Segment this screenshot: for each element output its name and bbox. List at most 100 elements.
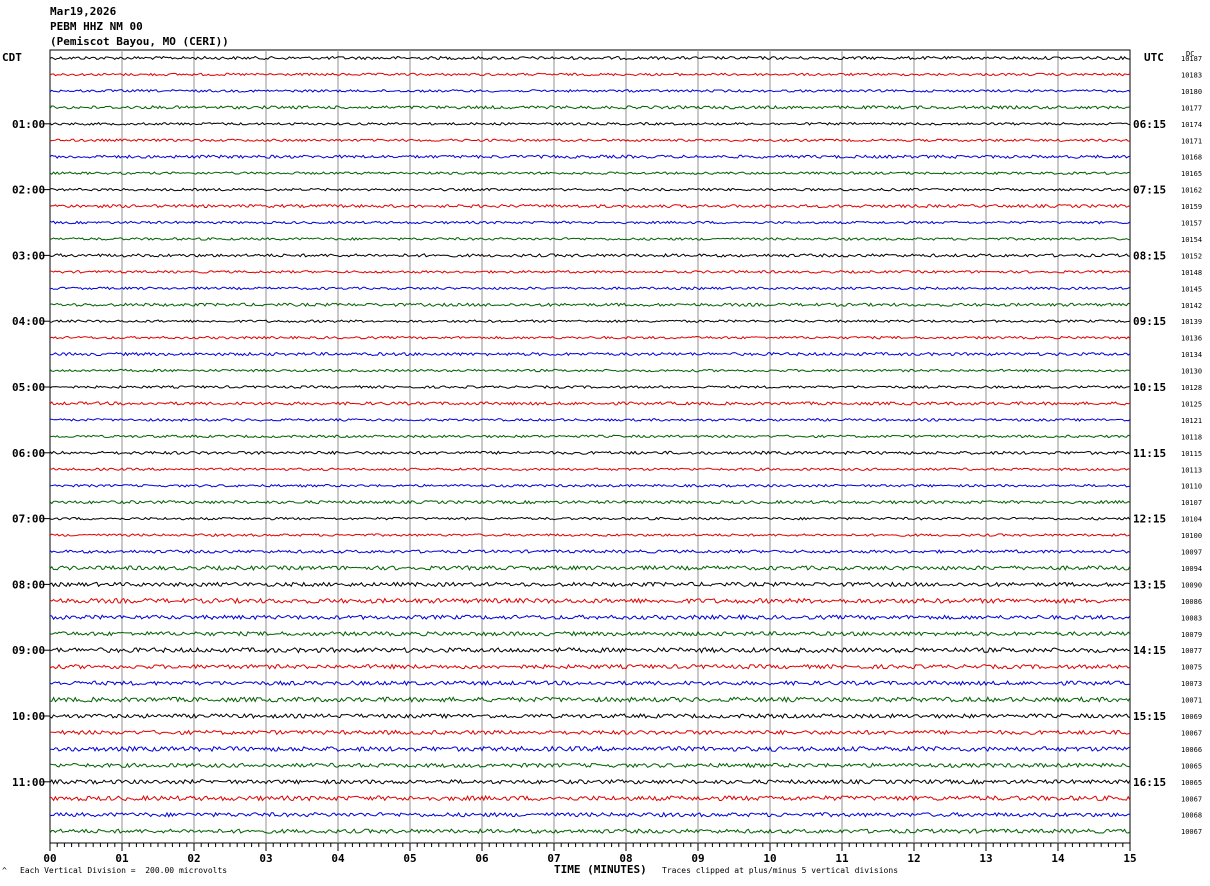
dc-offset-label: 10066 [1181, 746, 1202, 754]
x-tick-label: 14 [1051, 852, 1065, 865]
left-timezone-label: CDT [2, 51, 22, 64]
seismic-trace [49, 533, 1131, 537]
seismic-trace [49, 434, 1131, 439]
seismic-trace [49, 72, 1131, 77]
seismic-trace [49, 138, 1131, 143]
dc-offset-label: 10177 [1181, 104, 1202, 112]
seismic-trace [49, 105, 1131, 110]
left-hour-label: 03:00 [12, 249, 45, 262]
x-tick-label: 00 [43, 852, 56, 865]
dc-offset-label: 10104 [1181, 516, 1202, 524]
right-hour-label: 07:15 [1133, 184, 1166, 197]
seismic-trace [49, 88, 1131, 93]
x-tick-label: 02 [187, 852, 200, 865]
dc-offset-label: 10168 [1181, 154, 1202, 162]
x-tick-label: 15 [1123, 852, 1136, 865]
left-hour-label: 05:00 [12, 381, 45, 394]
dc-offset-label: 10187 [1181, 55, 1202, 63]
seismic-trace [49, 286, 1131, 291]
dc-offset-label: 10086 [1181, 598, 1202, 606]
dc-offset-label: 10097 [1181, 549, 1202, 557]
dc-offset-label: 10073 [1181, 680, 1202, 688]
left-hour-label: 10:00 [12, 710, 45, 723]
dc-offset-label: 10118 [1181, 433, 1202, 441]
dc-offset-label: 10121 [1181, 417, 1202, 425]
seismic-trace [49, 828, 1131, 835]
dc-column-label: DC [1186, 50, 1194, 58]
dc-offset-label: 10136 [1181, 335, 1202, 343]
dc-offset-label: 10107 [1181, 499, 1202, 507]
dc-offset-label: 10165 [1181, 170, 1202, 178]
header-station: PEBM HHZ NM 00 [50, 20, 143, 33]
x-tick-label: 03 [259, 852, 272, 865]
seismic-trace [49, 302, 1131, 307]
right-hour-label: 12:15 [1133, 513, 1166, 526]
seismic-trace [49, 663, 1131, 670]
seismic-trace [49, 516, 1131, 521]
x-tick-label: 06 [475, 852, 489, 865]
seismic-trace [50, 745, 1131, 753]
dc-offset-label: 10094 [1181, 565, 1202, 573]
seismic-trace [49, 385, 1131, 389]
left-hour-label: 11:00 [12, 776, 45, 789]
seismic-trace [49, 252, 1131, 258]
seismic-trace [49, 630, 1131, 637]
header-date: Mar19,2026 [50, 5, 117, 18]
seismic-trace [49, 269, 1131, 274]
x-tick-label: 07 [547, 852, 560, 865]
dc-offset-label: 10100 [1181, 532, 1202, 540]
dc-offset-label: 10154 [1181, 236, 1202, 244]
footer-scale-note: Each Vertical Division = 200.00 microvol… [20, 866, 228, 875]
dc-offset-label: 10071 [1181, 697, 1202, 705]
dc-offset-label: 10171 [1181, 137, 1202, 145]
seismic-trace [49, 499, 1131, 505]
seismic-trace [49, 794, 1131, 802]
seismic-trace [49, 680, 1131, 687]
x-tick-label: 10 [763, 852, 776, 865]
left-hour-label: 06:00 [12, 447, 45, 460]
x-tick-label: 05 [403, 852, 416, 865]
x-tick-label: 01 [115, 852, 129, 865]
dc-offset-label: 10113 [1181, 466, 1202, 474]
dc-offset-label: 10148 [1181, 269, 1202, 277]
right-hour-label: 13:15 [1133, 578, 1166, 591]
dc-offset-label: 10142 [1181, 302, 1202, 310]
footer-clip-note: Traces clipped at plus/minus 5 vertical … [662, 866, 899, 875]
left-hour-label: 07:00 [12, 513, 45, 526]
dc-offset-label: 10067 [1181, 828, 1202, 836]
dc-offset-label: 10159 [1181, 203, 1202, 211]
seismic-trace [49, 187, 1131, 192]
seismic-trace [49, 319, 1131, 324]
seismic-trace [49, 450, 1131, 456]
x-axis-title: TIME (MINUTES) [554, 863, 647, 876]
seismic-trace [49, 220, 1131, 225]
seismic-trace [49, 236, 1131, 241]
seismic-trace [49, 55, 1131, 61]
seismic-trace [49, 811, 1131, 818]
seismic-trace [50, 696, 1131, 704]
left-hour-label: 09:00 [12, 644, 45, 657]
plot-frame [49, 49, 1131, 844]
right-hour-label: 14:15 [1133, 644, 1166, 657]
seismic-trace [49, 762, 1131, 769]
x-tick-label: 13 [979, 852, 992, 865]
left-hour-label: 02:00 [12, 184, 45, 197]
left-hour-label: 04:00 [12, 315, 45, 328]
dc-offset-label: 10069 [1181, 713, 1202, 721]
seismic-trace [49, 171, 1131, 176]
seismic-trace [49, 549, 1131, 554]
dc-offset-label: 10128 [1181, 384, 1202, 392]
dc-offset-label: 10077 [1181, 647, 1202, 655]
seismic-trace [49, 335, 1131, 340]
seismic-trace [49, 564, 1131, 571]
dc-offset-label: 10075 [1181, 664, 1202, 672]
x-tick-label: 04 [331, 852, 345, 865]
dc-offset-label: 10067 [1181, 795, 1202, 803]
left-hour-label: 01:00 [12, 118, 45, 131]
dc-offset-label: 10065 [1181, 762, 1202, 770]
seismic-trace [49, 368, 1131, 373]
dc-offset-label: 10125 [1181, 400, 1202, 408]
dc-offset-label: 10083 [1181, 614, 1202, 622]
seismic-trace [49, 614, 1131, 621]
seismic-trace [49, 203, 1131, 209]
